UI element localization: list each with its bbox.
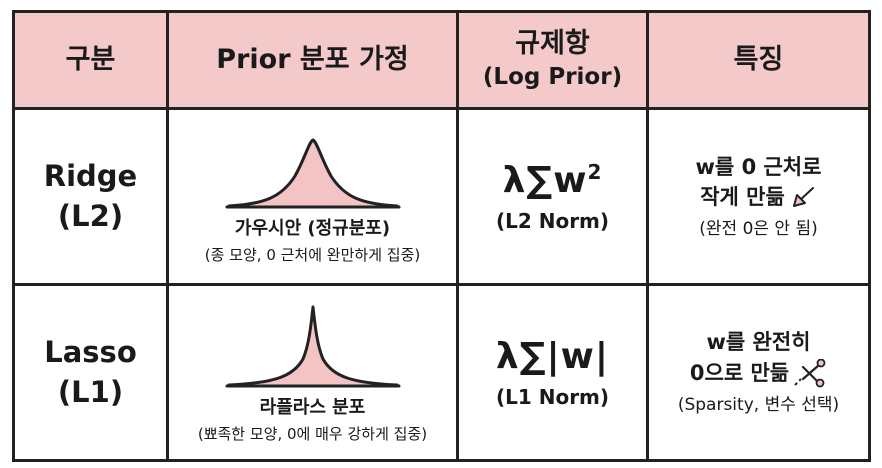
feature-line-2-wrap: 0으로 만듦: [649, 358, 868, 389]
row-name: Lasso: [44, 335, 137, 370]
header-regularization-sub: (Log Prior): [482, 64, 623, 91]
feature-line-2: 0으로 만듦: [689, 360, 790, 385]
gaussian-curve-icon: [225, 138, 400, 209]
header-regularization: 규제항 (Log Prior): [456, 10, 649, 110]
row-code: (L2): [57, 198, 124, 233]
prior-name: 가우시안 (정규분포): [234, 218, 391, 239]
feature-note: (Sparsity, 변수 선택): [677, 394, 840, 415]
prior-description: (뾰족한 모양, 0에 매우 강하게 집중): [197, 425, 428, 443]
row-name: Ridge: [43, 159, 138, 194]
regularization-formula: λ∑w2: [459, 160, 646, 201]
feature-line-1: w를 0 근처로: [695, 154, 822, 179]
scissors-icon: [794, 358, 826, 388]
formula-text: λ∑w: [502, 160, 588, 201]
table-row: Lasso (L1) 라플라스 분포 (뾰족한 모양, 0에 매우 강하게 집중…: [12, 283, 871, 462]
header-features: 특징: [646, 10, 871, 110]
feature-line-1: w를 완전히: [706, 330, 811, 355]
feature-cell: w를 0 근처로 작게 만듦 (완전 0은 안 됨): [646, 107, 871, 286]
down-left-arrow-icon: [792, 187, 814, 208]
row-code: (L1): [57, 374, 124, 409]
prior-name: 라플라스 분포: [259, 397, 366, 418]
feature-cell: w를 완전히 0으로 만듦 (Sparsity, 변수 선택): [646, 283, 871, 462]
norm-label: (L1 Norm): [495, 385, 610, 409]
row-label-cell: Lasso (L1): [12, 283, 169, 462]
norm-label: (L2 Norm): [495, 209, 610, 233]
table-row: Ridge (L2) 가우시안 (정규분포) (종 모양, 0 근처에 완만하게…: [12, 107, 871, 286]
header-category: 구분: [12, 10, 169, 110]
header-prior-distribution: Prior 분포 가정: [166, 10, 459, 110]
header-row: 구분 Prior 분포 가정 규제항 (Log Prior) 특징: [12, 10, 871, 110]
regularization-cell: λ∑w2 (L2 Norm): [456, 107, 649, 286]
header-regularization-main: 규제항: [515, 28, 590, 59]
regularization-cell: λ∑|w| (L1 Norm): [456, 283, 649, 462]
feature-line-2-wrap: 작게 만듦: [649, 182, 868, 212]
laplace-curve-icon: [225, 305, 400, 388]
prior-cell: 가우시안 (정규분포) (종 모양, 0 근처에 완만하게 집중): [166, 107, 459, 286]
feature-note: (완전 0은 안 됨): [699, 218, 818, 239]
regularization-formula: λ∑|w|: [459, 336, 646, 377]
row-label-cell: Ridge (L2): [12, 107, 169, 286]
prior-cell: 라플라스 분포 (뾰족한 모양, 0에 매우 강하게 집중): [166, 283, 459, 462]
ridge-lasso-comparison-table: 구분 Prior 분포 가정 규제항 (Log Prior) 특징 Ridge …: [12, 10, 871, 462]
comparison-table-frame: 구분 Prior 분포 가정 규제항 (Log Prior) 특징 Ridge …: [12, 10, 871, 462]
prior-description: (종 모양, 0 근처에 완만하게 집중): [204, 246, 421, 264]
formula-text: λ∑|w|: [495, 336, 610, 377]
formula-exponent: 2: [587, 160, 603, 184]
feature-line-2: 작게 만듦: [700, 185, 785, 210]
